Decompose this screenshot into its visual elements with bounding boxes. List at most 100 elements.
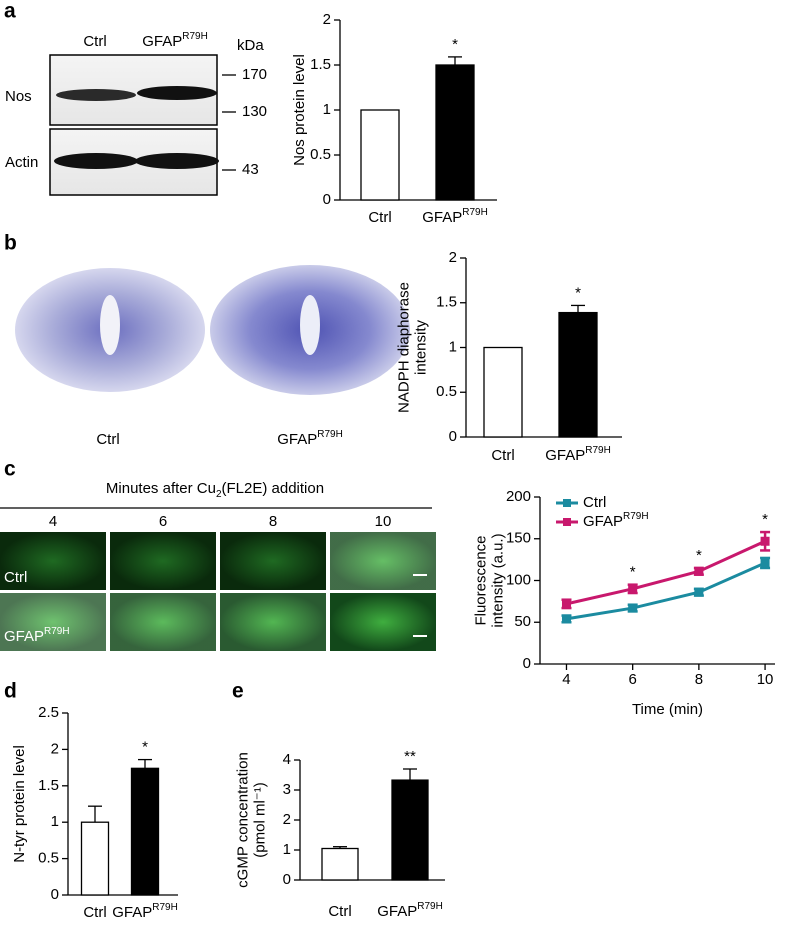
marker-label: 43 — [242, 161, 259, 178]
column-label: 4 — [49, 513, 57, 530]
x-tick-label: 8 — [695, 671, 703, 688]
y-tick-label: 50 — [514, 613, 531, 630]
column-label: 6 — [159, 513, 167, 530]
y-tick-label: 1.5 — [38, 777, 59, 794]
y-tick-label: 1 — [449, 338, 457, 355]
imaging-title-part: Minutes after Cu — [106, 480, 216, 497]
row-label: Ctrl — [4, 569, 27, 586]
y-axis-label: intensity — [412, 319, 429, 375]
lane-label-part: GFAP — [142, 33, 182, 50]
x-tick-label: 6 — [629, 671, 637, 688]
bar — [435, 64, 475, 201]
y-tick-label: 0 — [283, 871, 291, 888]
y-axis-label: Fluorescence — [472, 535, 489, 625]
point — [694, 587, 704, 597]
x-tick-label-part: Ctrl — [328, 903, 351, 920]
y-tick-label: 2 — [449, 249, 457, 266]
image-label: Ctrl — [96, 431, 119, 448]
y-tick-label: 1.5 — [310, 56, 331, 73]
image-label-part: GFAP — [277, 431, 317, 448]
x-tick-label: 4 — [562, 671, 570, 688]
x-tick-label: GFAPR79H — [422, 207, 488, 226]
imaging-title-part: 2 — [216, 489, 222, 500]
significance: * — [762, 511, 768, 528]
x-tick-label: Ctrl — [83, 904, 106, 921]
x-tick-label-part: GFAP — [112, 904, 152, 921]
x-axis-label: Time (min) — [632, 701, 703, 718]
legend-label: GFAPR79H — [583, 511, 649, 530]
bar — [391, 779, 429, 881]
significance: * — [452, 36, 458, 53]
y-tick-label: 0.5 — [310, 146, 331, 163]
point — [760, 558, 770, 568]
y-tick-label: 2 — [51, 740, 59, 757]
point — [694, 566, 704, 576]
point — [628, 603, 638, 613]
x-tick-label: Ctrl — [491, 447, 514, 464]
y-tick-label: 0.5 — [38, 850, 59, 867]
point — [561, 599, 571, 609]
y-axis-label: Nos protein level — [291, 54, 308, 166]
y-tick-label: 1 — [51, 813, 59, 830]
lane-label-part: R79H — [182, 31, 208, 42]
legend-marker — [563, 499, 571, 507]
bar — [130, 767, 160, 896]
column-label: 10 — [375, 513, 392, 530]
y-tick-label: 1 — [323, 101, 331, 118]
x-tick-label: Ctrl — [328, 903, 351, 920]
panel-label: e — [232, 680, 244, 703]
y-tick-label: 0 — [523, 655, 531, 672]
fluorescence-images — [0, 507, 436, 651]
y-axis-label: N-tyr protein level — [11, 745, 28, 863]
legend-label-part: GFAP — [583, 513, 623, 530]
brain-images — [15, 265, 410, 395]
bar — [558, 311, 598, 438]
legend-marker — [563, 518, 571, 526]
y-tick-label: 0 — [323, 191, 331, 208]
y-tick-label: 2 — [283, 811, 291, 828]
column-label: 8 — [269, 513, 277, 530]
legend-label-part: Ctrl — [583, 494, 606, 511]
significance: * — [630, 564, 636, 581]
x-tick-label: 10 — [757, 671, 774, 688]
x-tick-label: GFAPR79H — [112, 902, 178, 921]
lane-label: Ctrl — [83, 33, 106, 50]
bar — [360, 109, 400, 201]
row-label-part: GFAP — [4, 628, 44, 645]
legend-label-part: R79H — [623, 511, 649, 522]
y-tick-label: 1 — [283, 841, 291, 858]
y-tick-label: 0 — [51, 886, 59, 903]
y-tick-label: 4 — [283, 751, 291, 768]
row-label-part: R79H — [44, 626, 70, 637]
western-blot — [49, 54, 236, 196]
y-tick-label: 150 — [506, 530, 531, 547]
panel-label: c — [4, 458, 16, 481]
image-label-part: R79H — [317, 429, 343, 440]
y-axis-label: intensity (a.u.) — [489, 533, 506, 627]
point — [561, 614, 571, 624]
x-tick-label-part: GFAP — [377, 903, 417, 920]
x-tick-label-part: R79H — [152, 902, 178, 913]
significance: ** — [404, 748, 416, 765]
y-tick-label: 200 — [506, 488, 531, 505]
row-label: Actin — [5, 154, 38, 171]
unit-label: kDa — [237, 37, 264, 54]
lane-label: GFAPR79H — [142, 31, 208, 50]
image-label: GFAPR79H — [277, 429, 343, 448]
row-label-part: Ctrl — [4, 569, 27, 586]
panel-label: d — [4, 680, 17, 703]
bar — [80, 821, 110, 896]
significance: * — [142, 739, 148, 756]
significance: * — [696, 547, 702, 564]
y-tick-label: 100 — [506, 571, 531, 588]
y-tick-label: 1.5 — [436, 294, 457, 311]
y-tick-label: 2 — [323, 11, 331, 28]
series-line — [566, 561, 766, 621]
x-tick-label-part: R79H — [417, 901, 443, 912]
x-tick-label-part: R79H — [462, 207, 488, 218]
bar — [321, 847, 359, 881]
lane-label-part: Ctrl — [83, 33, 106, 50]
imaging-title-part: (FL2E) addition — [222, 480, 325, 497]
x-tick-label: GFAPR79H — [377, 901, 443, 920]
point — [628, 584, 638, 594]
